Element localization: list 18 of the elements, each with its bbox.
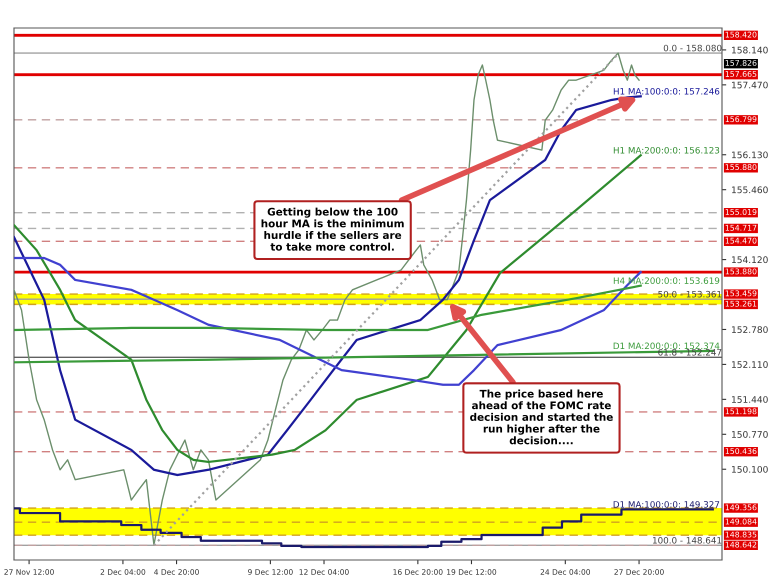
y-tick-label: 157.470 xyxy=(732,82,768,88)
series-label: D1 MA:100:0:0: 149.327 xyxy=(614,501,720,508)
y-tick-label: 156.130 xyxy=(732,151,768,158)
annotation: 100.0 - 148.641 xyxy=(653,537,722,544)
y-tick-label: 152.780 xyxy=(732,326,768,334)
series-label: D1 MA:200:0:0: 152.374 xyxy=(614,342,720,350)
y-tick-label: 150.770 xyxy=(732,431,768,438)
text: H1 MA:200:0:0: 156.123 xyxy=(614,146,720,154)
y-tick-label: 154.120 xyxy=(732,256,768,264)
y-tick-label: 152.110 xyxy=(732,361,768,368)
annotation: The price based here ahead of the FOMC rate decision and started the run higher after the decision.... xyxy=(470,390,613,444)
y-tick-label: 150.100 xyxy=(732,466,768,473)
series-label: H1 MA:100:0:0: 157.246 xyxy=(614,88,720,95)
annotation: Getting below the 100 hour MA is the minimum hurdle if the sellers are to take more control. xyxy=(262,208,404,251)
y-tick-label: 155.460 xyxy=(732,186,768,194)
y-tick-label: 151.440 xyxy=(732,396,768,403)
y-tick-label: 158.140 xyxy=(732,46,768,54)
annotation: 0.0 - 158.080 xyxy=(664,44,722,52)
